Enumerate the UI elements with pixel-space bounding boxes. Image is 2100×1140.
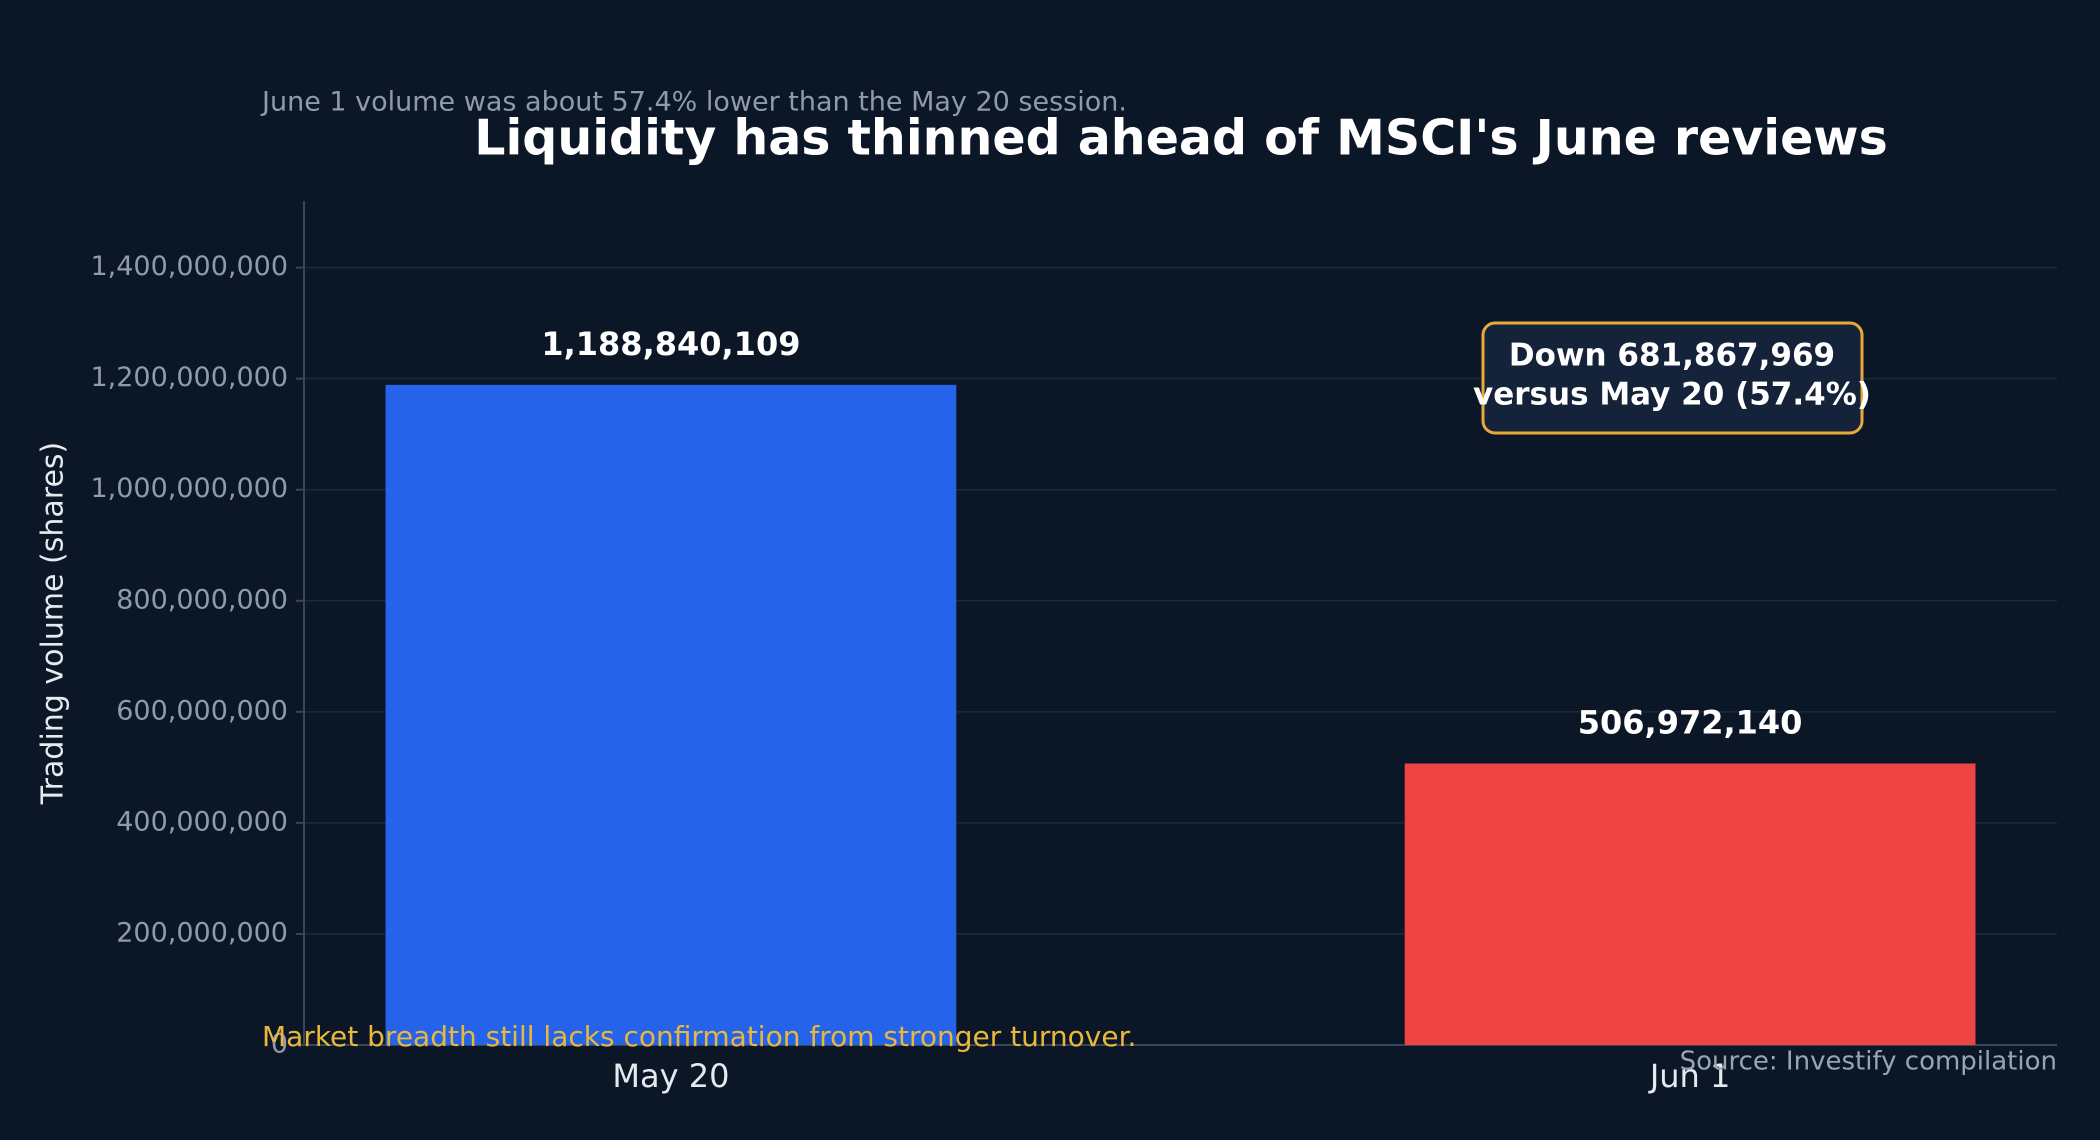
plot: 0 200,000,000 400,000,000 600,000,000 800,00…: [90, 201, 2057, 1095]
y-axis-title: Trading volume (shares): [36, 442, 71, 805]
footnote: Market breadth still lacks confirmation …: [262, 1020, 1136, 1053]
x-tick-label: May 20: [612, 1057, 729, 1095]
y-tick-label: 800,000,000: [116, 584, 288, 615]
y-tick-label: 0: [271, 1029, 288, 1060]
y-tick-label: 400,000,000: [116, 806, 288, 837]
bar: [385, 384, 957, 1046]
y-tick-label: 1,200,000,000: [90, 362, 288, 393]
callout-box: [1481, 321, 1864, 435]
subtitle: June 1 volume was about 57.4% lower than…: [260, 87, 1127, 118]
callout-text: versus May 20 (57.4%): [1473, 377, 1871, 413]
chart-title: Liquidity has thinned ahead of MSCI's Ju…: [474, 110, 1887, 167]
callout-text: Down 681,867,969: [1509, 338, 1835, 374]
y-tick-label: 600,000,000: [116, 695, 288, 726]
y-tick-label: 1,000,000,000: [90, 473, 288, 504]
y-tick-label: 200,000,000: [116, 917, 288, 948]
bar: [1404, 763, 1976, 1045]
value-label: 1,188,840,109: [541, 325, 800, 363]
x-tick-label: Jun 1: [1648, 1057, 1731, 1095]
source: Source: Investify compilation: [1680, 1047, 2057, 1077]
value-label: 506,972,140: [1578, 703, 1803, 741]
y-tick-label: 1,400,000,000: [90, 251, 288, 282]
